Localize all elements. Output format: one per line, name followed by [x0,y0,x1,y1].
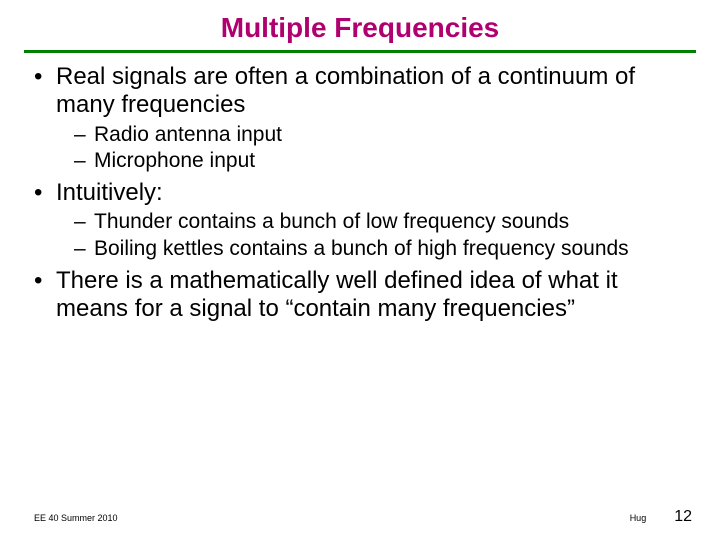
slide-footer: EE 40 Summer 2010 Hug 12 [0,508,720,526]
bullet-list-level2: Radio antenna inputMicrophone input [56,122,686,173]
bullet-text: Intuitively: [56,179,163,206]
bullet-level2: Boiling kettles contains a bunch of high… [74,236,686,261]
slide: Multiple Frequencies Real signals are of… [0,0,720,540]
bullet-list-level1: Real signals are often a combination of … [34,63,686,323]
bullet-text: There is a mathematically well defined i… [56,267,618,322]
bullet-list-level2: Thunder contains a bunch of low frequenc… [56,209,686,260]
bullet-level1: Intuitively: Thunder contains a bunch of … [34,179,686,261]
bullet-level2: Radio antenna input [74,122,686,147]
title-underline [24,50,696,53]
slide-body: Real signals are often a combination of … [0,63,720,323]
footer-course: EE 40 Summer 2010 [34,513,118,523]
bullet-level2: Thunder contains a bunch of low frequenc… [74,209,686,234]
bullet-level1: Real signals are often a combination of … [34,63,686,173]
bullet-level1: There is a mathematically well defined i… [34,267,686,324]
bullet-level2: Microphone input [74,148,686,173]
bullet-text: Real signals are often a combination of … [56,63,635,118]
footer-page-number: 12 [674,508,692,526]
footer-author: Hug [630,513,647,523]
slide-title: Multiple Frequencies [0,12,720,44]
footer-right-group: Hug 12 [630,508,692,526]
